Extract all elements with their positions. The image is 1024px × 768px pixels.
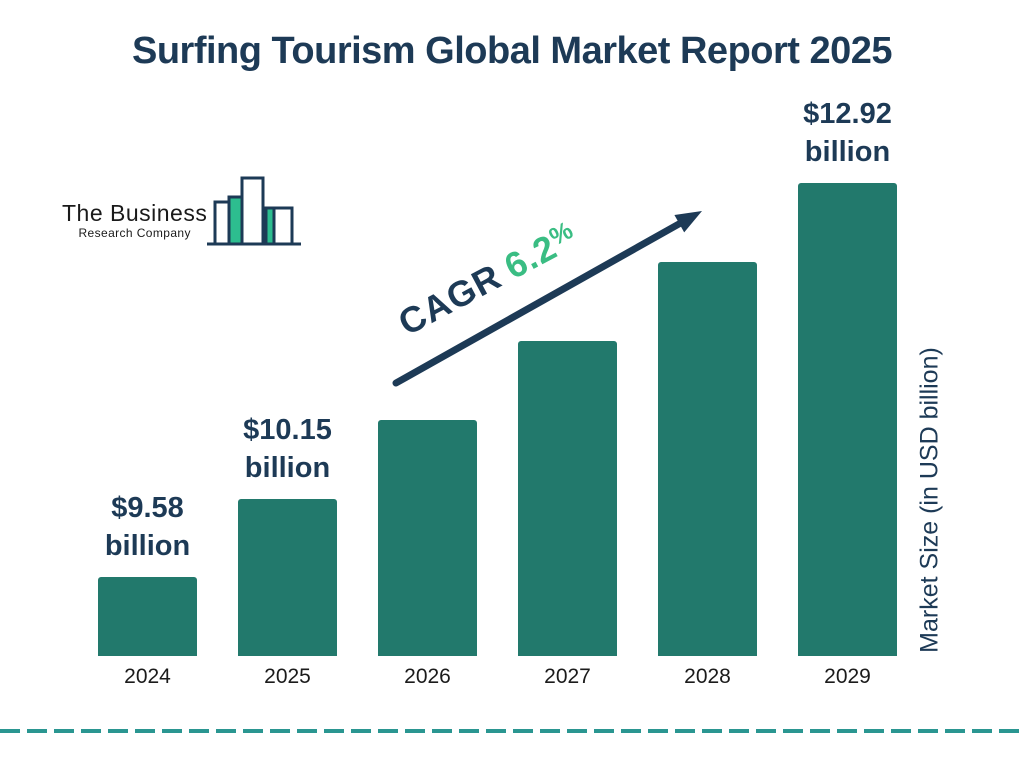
bar-value-label: $12.92 billion [803, 95, 892, 171]
bar-value-amount: $12.92 [803, 98, 892, 130]
bar-group-2025: $10.15 billion 2025 [238, 411, 337, 689]
chart-bars: $9.58 billion 2024 $10.15 billion 2025 2… [98, 0, 897, 689]
bar-value-unit: billion [104, 530, 191, 562]
bar-2028 [658, 262, 757, 656]
y-axis-label: Market Size (in USD billion) [915, 347, 944, 653]
bar-year-label: 2026 [404, 665, 451, 688]
bar-year-label: 2025 [264, 665, 311, 688]
bar-value-unit: billion [804, 136, 891, 168]
logo-text-secondary: Research Company [78, 226, 191, 240]
bar-group-2024: $9.58 billion 2024 [98, 489, 197, 689]
bar-year-label: 2027 [544, 665, 591, 688]
bar-2024 [98, 577, 197, 656]
bar-2029 [798, 183, 897, 656]
bar-value-unit: billion [244, 452, 331, 484]
bar-value-label: $10.15 billion [243, 411, 332, 487]
bar-year-label: 2029 [824, 665, 871, 688]
bar-2026 [378, 420, 477, 656]
bar-value-amount: $9.58 [111, 492, 184, 524]
bar-value-label: $9.58 billion [105, 489, 190, 565]
report-title: Surfing Tourism Global Market Report 202… [131, 30, 893, 72]
bar-year-label: 2024 [124, 665, 171, 688]
bar-year-label: 2028 [684, 665, 731, 688]
bar-2027 [518, 341, 617, 656]
logo-bars-icon [207, 176, 302, 246]
bar-group-2029: $12.92 billion 2029 [798, 95, 897, 689]
bar-2025 [238, 499, 337, 656]
bar-group-2028: 2028 [658, 262, 757, 689]
bottom-divider [0, 729, 1024, 733]
bar-value-amount: $10.15 [243, 414, 332, 446]
logo-text-primary: The Business [62, 200, 208, 226]
company-logo: The Business Research Company [62, 172, 303, 250]
bar-group-2027: 2027 [518, 341, 617, 689]
bar-group-2026: 2026 [378, 420, 477, 689]
logo-text: The Business Research Company [62, 200, 207, 250]
